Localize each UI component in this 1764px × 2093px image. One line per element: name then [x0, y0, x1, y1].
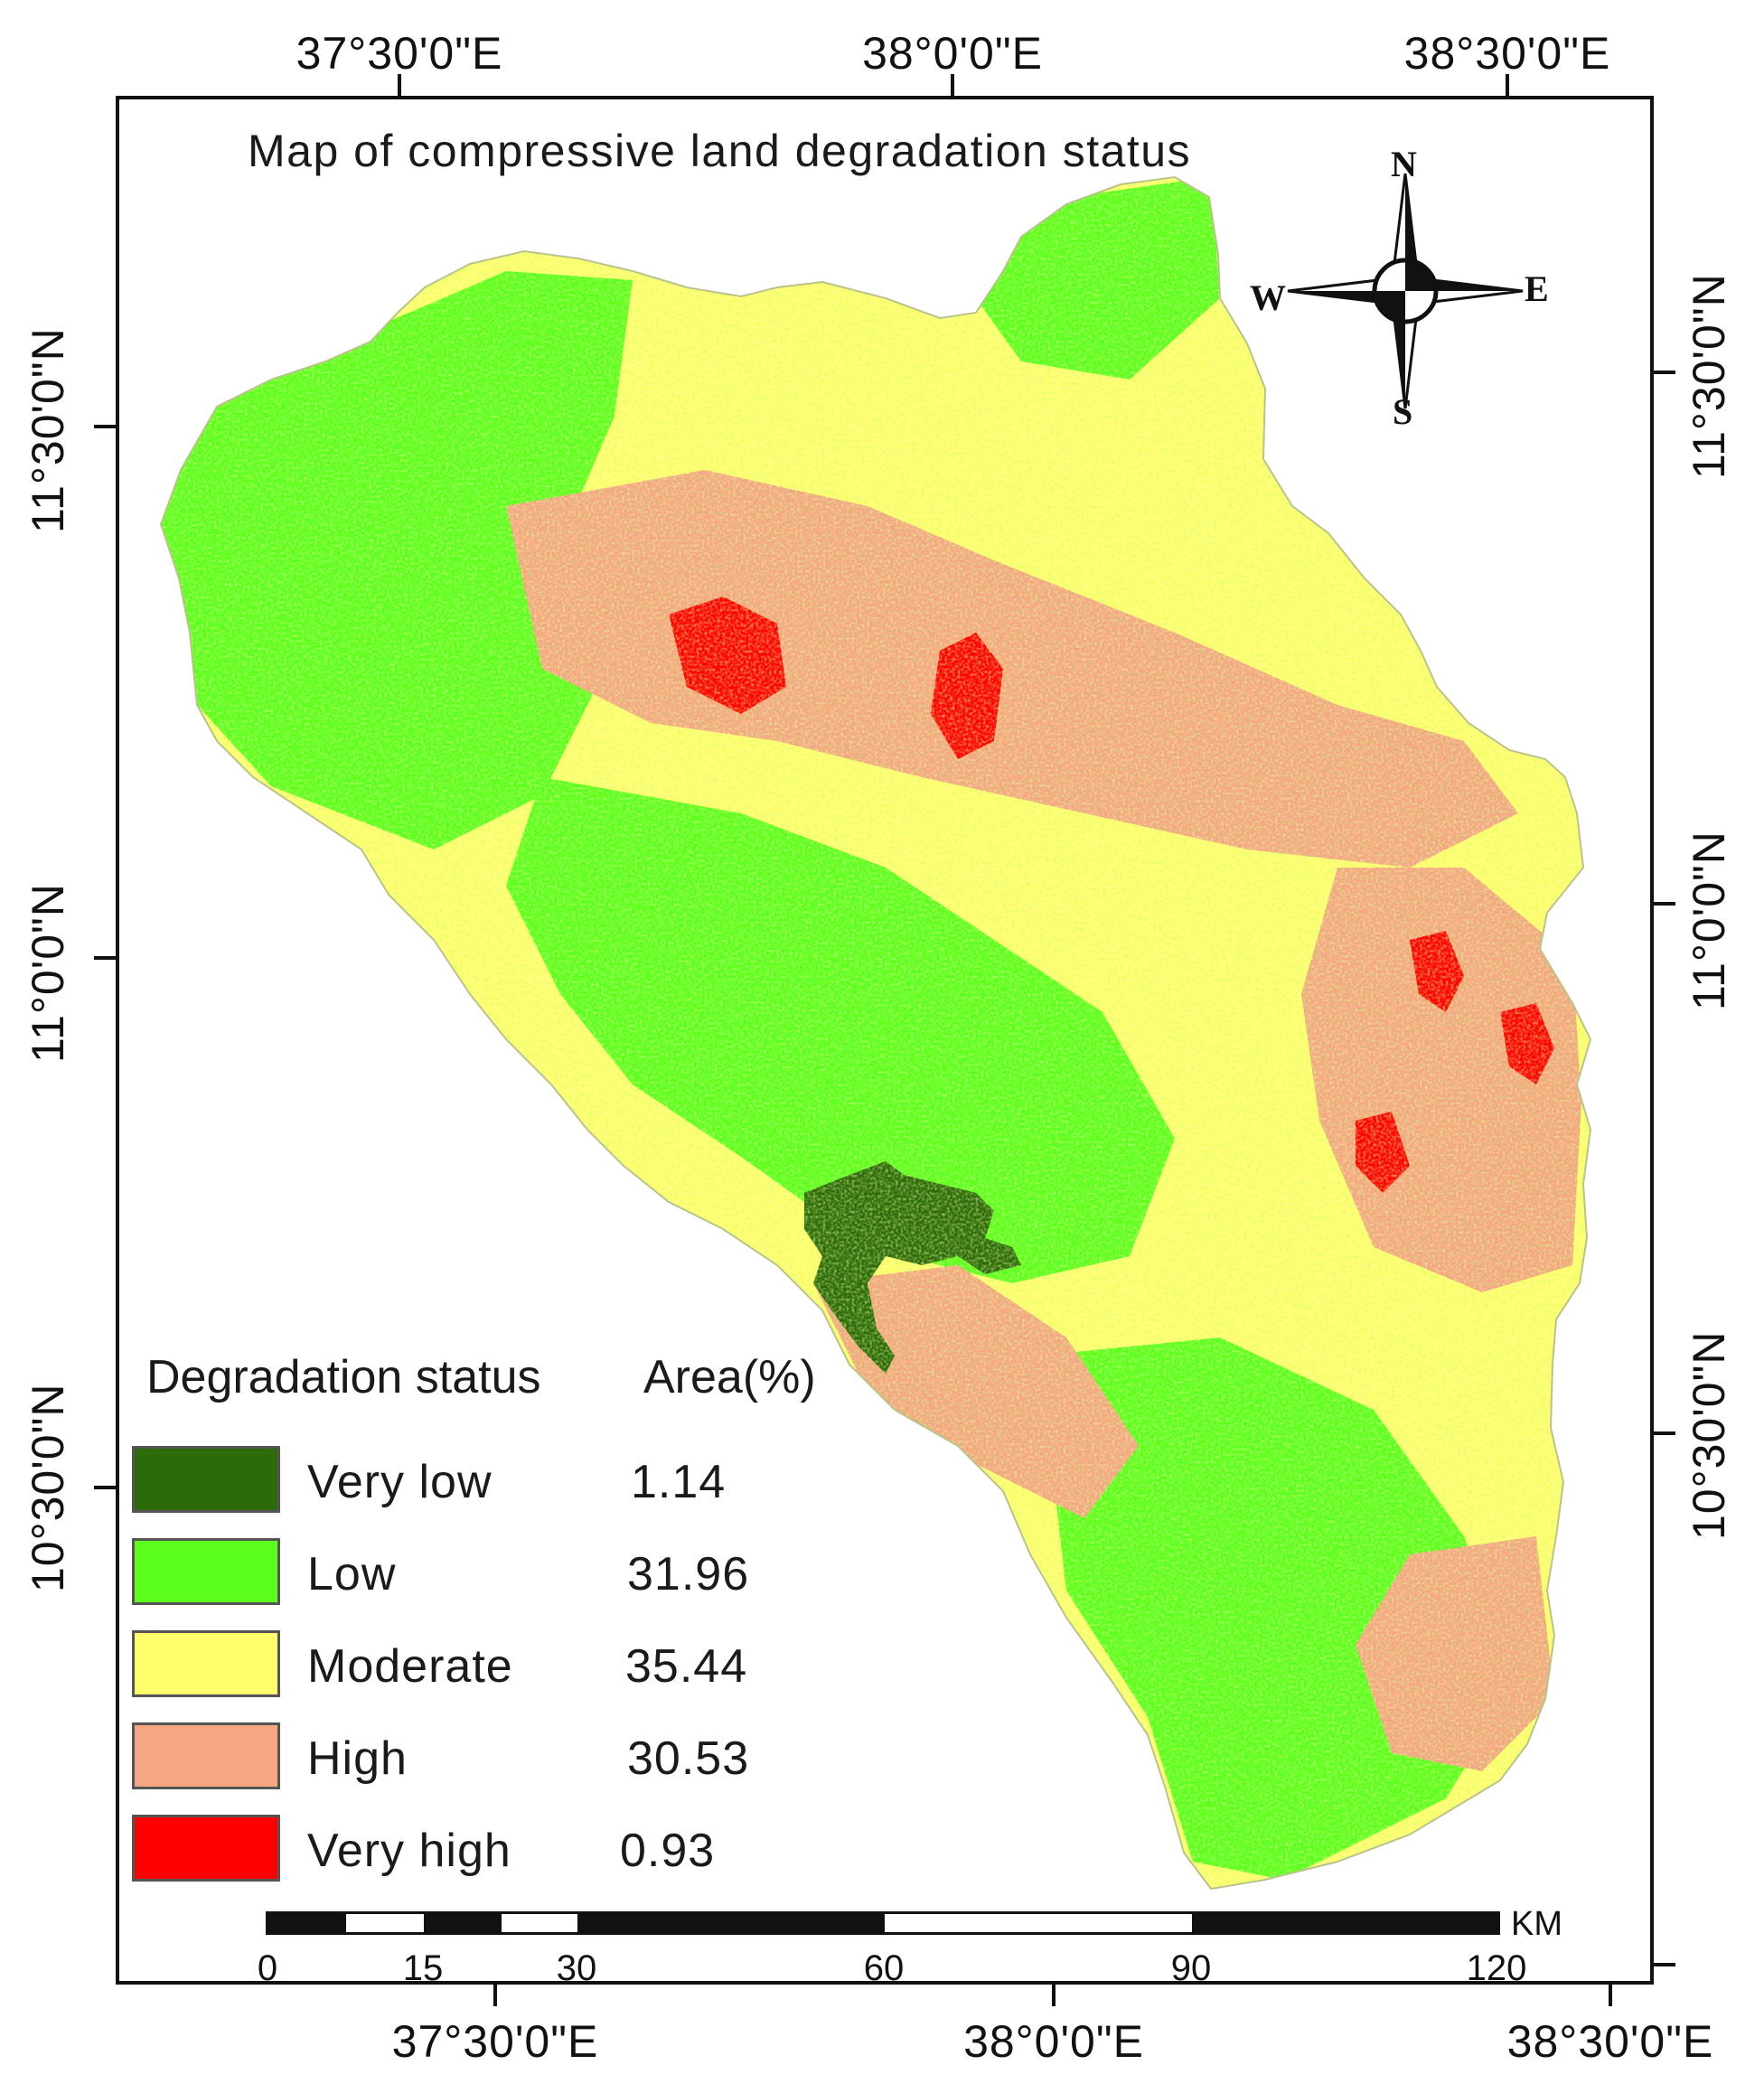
scale-tick-label: 0: [257, 1948, 278, 1988]
scale-tick-label: 120: [1466, 1948, 1527, 1988]
scale-segment: [268, 1914, 346, 1932]
top-lon-label-3: 38°30'0"E: [1403, 28, 1611, 79]
legend-label: Moderate: [307, 1640, 513, 1693]
scale-segment: [502, 1914, 577, 1932]
scale-tick-label: 15: [402, 1948, 444, 1988]
legend-swatch-very-high: [132, 1815, 280, 1882]
legend-value: 31.96: [627, 1548, 750, 1600]
legend-label: Low: [307, 1548, 397, 1600]
top-tick-2: [951, 74, 954, 98]
bottom-tick-2: [1052, 1983, 1056, 2006]
north-arrow-compass-rose-icon: N S E W: [1250, 144, 1549, 432]
bottom-tick-3: [1609, 1983, 1612, 2006]
legend-item-high: High 30.53: [132, 1722, 819, 1791]
left-tick-2: [94, 956, 117, 960]
legend-title: Degradation status: [146, 1351, 541, 1403]
legend-item-low: Low 31.96: [132, 1538, 819, 1607]
legend-swatch-moderate: [132, 1630, 280, 1697]
compass-west-label: W: [1250, 277, 1286, 318]
legend-item-very-high: Very high 0.93: [132, 1815, 819, 1883]
legend-value: 0.93: [620, 1825, 716, 1877]
legend-value: 1.14: [631, 1456, 727, 1508]
legend-label: High: [307, 1732, 408, 1785]
map-title: Map of compressive land degradation stat…: [248, 126, 1192, 176]
scale-unit-label: KM: [1511, 1905, 1562, 1943]
scale-tick-label: 90: [1170, 1948, 1212, 1988]
right-tick-2: [1652, 902, 1675, 906]
legend-item-moderate: Moderate 35.44: [132, 1630, 819, 1699]
legend-swatch-low: [132, 1538, 280, 1605]
bottom-tick-1: [493, 1983, 497, 2006]
scale-tick-label: 30: [556, 1948, 597, 1988]
bottom-lon-label-3: 38°30'0"E: [1506, 2016, 1714, 2067]
scale-bar: [266, 1911, 1500, 1935]
legend-value: 35.44: [625, 1640, 748, 1693]
basin-outline: [159, 175, 1592, 1891]
legend-label: Very high: [307, 1825, 511, 1877]
scale-segment: [885, 1914, 1192, 1932]
left-tick-3: [94, 1486, 117, 1489]
top-tick-1: [398, 74, 401, 98]
legend-swatch-very-low: [132, 1446, 280, 1513]
legend-item-very-low: Very low 1.14: [132, 1446, 819, 1515]
compass-north-label: N: [1391, 144, 1417, 184]
bottom-lon-label-1: 37°30'0"E: [391, 2016, 599, 2067]
top-lon-label-1: 37°30'0"E: [296, 28, 503, 79]
legend-label: Very low: [307, 1456, 493, 1508]
left-tick-1: [94, 425, 117, 428]
scale-segment: [424, 1914, 502, 1932]
scale-segment: [1192, 1914, 1497, 1932]
top-tick-3: [1506, 74, 1509, 98]
scale-segment: [346, 1914, 424, 1932]
bottom-lon-label-2: 38°0'0"E: [963, 2016, 1144, 2067]
legend-swatch-high: [132, 1722, 280, 1789]
compass-east-label: E: [1525, 268, 1549, 309]
right-tick-3: [1652, 1431, 1675, 1435]
top-lon-label-2: 38°0'0"E: [862, 28, 1043, 79]
scale-segment: [577, 1914, 885, 1932]
scale-tick-label: 60: [863, 1948, 905, 1988]
legend-area-header: Area(%): [643, 1351, 816, 1403]
right-tick-4: [1652, 1963, 1675, 1966]
compass-south-label: S: [1393, 391, 1413, 432]
compass-rose-graphic: [1287, 173, 1524, 409]
legend-value: 30.53: [627, 1732, 750, 1785]
right-tick-1: [1652, 371, 1675, 374]
map-frame: [116, 96, 1654, 1985]
